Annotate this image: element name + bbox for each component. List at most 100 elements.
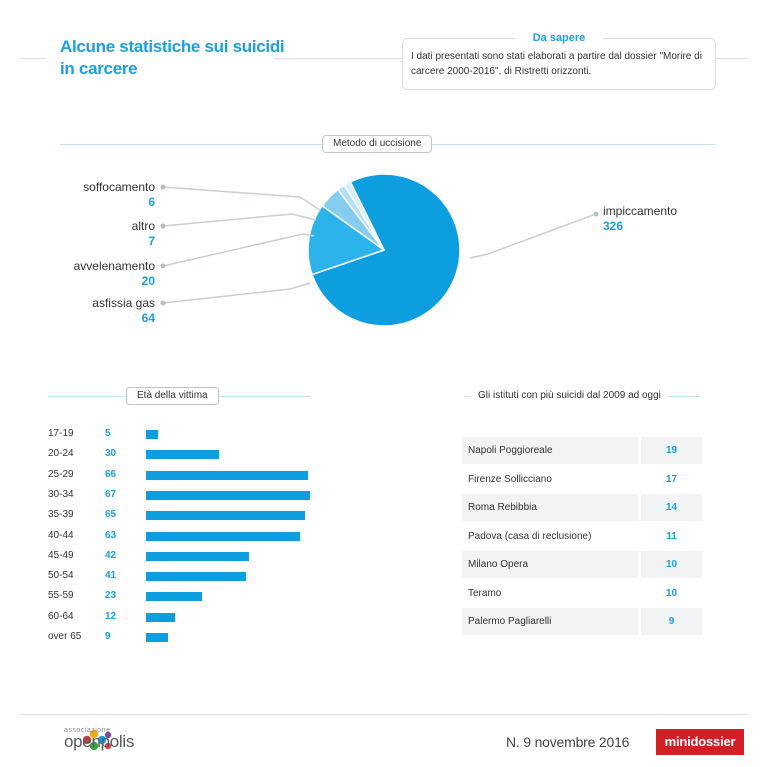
bar-row: 50-54 41 [48, 566, 328, 586]
bar-value-label: 23 [105, 590, 117, 602]
logo-subtitle: associazione [64, 727, 111, 734]
bar [146, 592, 203, 602]
bar-row: 17-19 5 [48, 424, 328, 444]
header-divider [716, 58, 748, 59]
bar-category-label: 25-29 [48, 468, 74, 480]
header-divider [20, 58, 46, 59]
bar-value-label: 9 [105, 631, 111, 642]
pie-label-value: 6 [148, 195, 155, 209]
bar-category-label: over 65 [48, 631, 82, 642]
pie-label-text: asfissia gas [92, 296, 155, 310]
bar-value-label: 65 [105, 509, 117, 521]
pie-slice [343, 180, 385, 251]
bar-category-label: 17-19 [48, 428, 74, 439]
leader-dot [160, 184, 166, 190]
bar-row: 60-64 12 [48, 607, 328, 627]
pie-label-value: 20 [141, 274, 155, 288]
bar-category-label: 20-24 [48, 448, 74, 460]
pie-label-asfissia-gas: asfissia gas 64 [92, 296, 155, 326]
bar-category-label: 35-39 [48, 509, 74, 521]
info-heading: Da sapere [515, 29, 603, 47]
institute-name: Firenze Sollicciano [468, 473, 552, 485]
leader-line [162, 186, 321, 211]
bar-category-label: 60-64 [48, 610, 74, 622]
table-row: Firenze Sollicciano 17 [462, 466, 702, 493]
bar [146, 633, 169, 642]
pie-label-value: 326 [603, 219, 624, 233]
info-text: I dati presentati sono stati elaborati a… [411, 51, 702, 77]
institute-name: Roma Rebibbia [462, 494, 638, 521]
leader-dot [160, 223, 166, 229]
bar-row: 45-49 42 [48, 546, 328, 566]
bar [146, 531, 301, 541]
table-row: Teramo 10 [462, 580, 702, 607]
pie-label-value: 7 [148, 234, 155, 248]
pie-label-value: 64 [141, 311, 155, 325]
bar-category-label: 45-49 [48, 549, 74, 561]
logo-text: openpolis [64, 732, 135, 751]
pie-slice [311, 173, 461, 327]
pie-label-impiccamento: impiccamento 326 [603, 204, 677, 234]
institute-name: Padova (casa di reclusione) [468, 530, 592, 542]
bar-value-label: 12 [105, 610, 117, 622]
pie-label-text: avvelenamento [73, 259, 155, 273]
pie-slice [307, 204, 386, 276]
table-row: Napoli Poggioreale 19 [462, 437, 702, 464]
institute-count: 9 [641, 608, 702, 635]
bar-row: 25-29 66 [48, 465, 328, 485]
bar-row: 40-44 63 [48, 526, 328, 546]
pie-label-soffocamento: soffocamento 6 [83, 180, 155, 210]
institute-count: 10 [665, 587, 678, 599]
bar-category-label: 55-59 [48, 590, 74, 602]
leader-line [162, 282, 311, 304]
pie-label-avvelenamento: avvelenamento 20 [74, 259, 155, 289]
brand-badge: minidossier [656, 729, 744, 755]
bar-category-label: 40-44 [48, 529, 74, 541]
institute-name: Napoli Poggioreale [462, 437, 638, 464]
bar [146, 551, 249, 561]
institute-name: Palermo Pagliarelli [462, 608, 638, 635]
section-label-age: Età della vittima [126, 387, 219, 405]
section-label-method: Metodo di uccisione [322, 135, 433, 153]
bar-value-label: 67 [105, 488, 117, 500]
bar-value-label: 42 [105, 549, 117, 561]
issue-number: N. 9 novembre 2016 [506, 734, 630, 750]
bar-value-label: 30 [105, 448, 117, 460]
institute-name: Teramo [468, 587, 502, 599]
pie-label-text: altro [131, 219, 155, 233]
table-row: Padova (casa di reclusione) 11 [462, 523, 702, 550]
table-row: Palermo Pagliarelli 9 [462, 608, 702, 635]
leader-line [162, 233, 315, 267]
bar [146, 572, 247, 582]
pie-label-altro: altro 7 [132, 219, 155, 249]
header-divider [274, 58, 402, 59]
section-label-institutes: Gli istituti con più suicidi dal 2009 ad… [471, 387, 668, 405]
institute-count: 10 [641, 551, 702, 578]
leader-dot [160, 300, 166, 306]
leader-line [162, 213, 317, 227]
bar [146, 430, 159, 439]
leader-dot [160, 263, 166, 269]
table-row: Roma Rebibbia 14 [462, 494, 702, 521]
bar-row: 35-39 65 [48, 505, 328, 525]
institute-name: Milano Opera [462, 551, 638, 578]
institute-count: 11 [666, 530, 677, 542]
bar-row: 20-24 30 [48, 444, 328, 464]
bar-value-label: 41 [105, 570, 117, 582]
leader-line [469, 213, 597, 259]
pie-label-text: soffocamento [83, 180, 155, 194]
bar [146, 612, 176, 622]
bar [146, 470, 308, 480]
institute-count: 19 [641, 437, 702, 464]
bar-value-label: 66 [105, 468, 117, 480]
openpolis-logo-icon [82, 729, 112, 751]
institute-count: 14 [641, 494, 702, 521]
bar-row: over 65 9 [48, 627, 328, 647]
bar [146, 490, 310, 500]
page-title: Alcune statistiche sui suicidi in carcer… [60, 37, 285, 78]
bar-category-label: 30-34 [48, 488, 74, 500]
table-row: Milano Opera 10 [462, 551, 702, 578]
pie-chart [160, 173, 599, 327]
bar-row: 30-34 67 [48, 485, 328, 505]
bar-category-label: 50-54 [48, 570, 74, 582]
